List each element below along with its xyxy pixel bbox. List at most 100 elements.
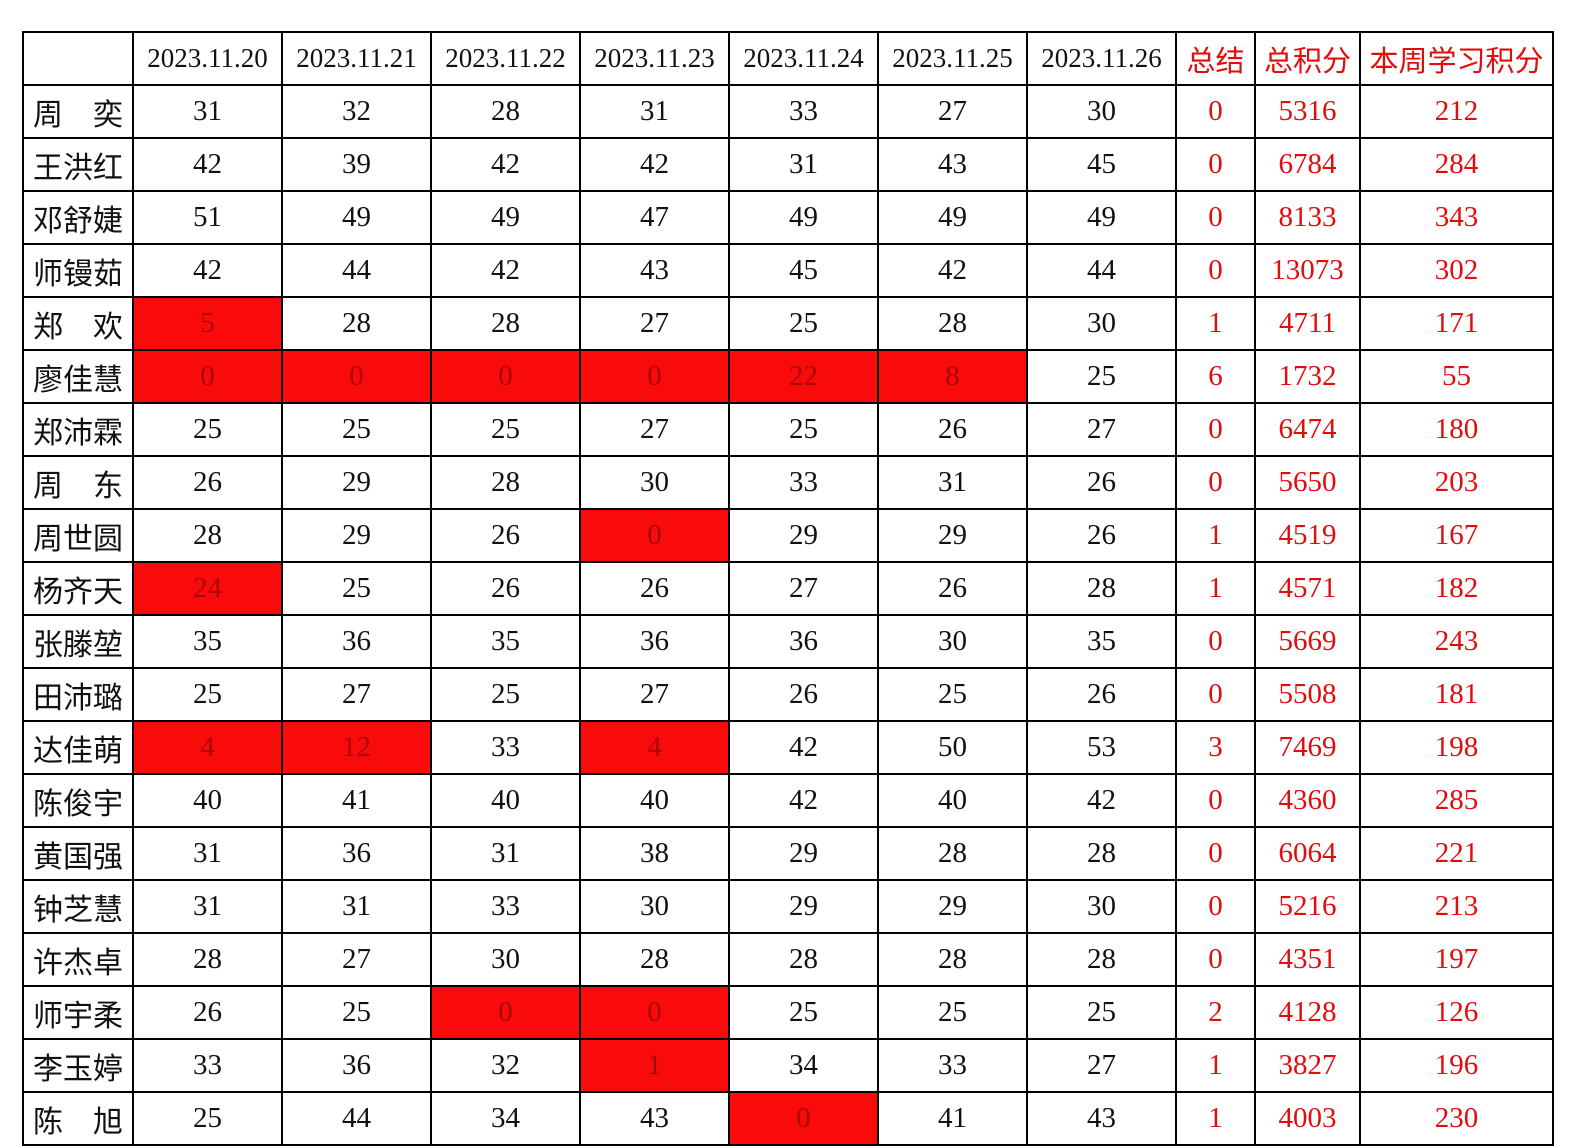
score-cell: 28 — [132, 932, 283, 987]
table-row: 达佳萌 4 12 33 4 42 50 53 3 7469 198 — [22, 720, 1554, 775]
highlighted-score-cell: 5 — [132, 296, 283, 351]
student-name: 杨齐天 — [22, 561, 134, 616]
score-cell: 26 — [728, 667, 879, 722]
score-cell: 42 — [728, 773, 879, 828]
table-row: 陈俊宇 40 41 40 40 42 40 42 0 4360 285 — [22, 773, 1554, 828]
student-name: 陈 旭 — [22, 1091, 134, 1146]
score-cell: 26 — [1026, 455, 1177, 510]
score-cell: 28 — [728, 932, 879, 987]
score-cell: 53 — [1026, 720, 1177, 775]
score-cell: 26 — [877, 402, 1028, 457]
student-name: 张滕堃 — [22, 614, 134, 669]
total-points-cell: 6474 — [1254, 402, 1361, 457]
week-points-cell: 167 — [1359, 508, 1554, 563]
score-cell: 42 — [430, 137, 581, 192]
total-points-header: 总积分 — [1254, 31, 1361, 86]
score-cell: 25 — [877, 985, 1028, 1040]
score-cell: 28 — [430, 84, 581, 139]
total-points-cell: 5316 — [1254, 84, 1361, 139]
score-cell: 31 — [579, 84, 730, 139]
weekly-score-table: 2023.11.20 2023.11.21 2023.11.22 2023.11.23… — [22, 31, 1554, 1146]
score-cell: 30 — [1026, 84, 1177, 139]
week-points-cell: 212 — [1359, 84, 1554, 139]
summary-count-cell: 3 — [1175, 720, 1256, 775]
total-points-cell: 4711 — [1254, 296, 1361, 351]
header-row: 2023.11.20 2023.11.21 2023.11.22 2023.11.23… — [22, 31, 1554, 86]
summary-count-cell: 1 — [1175, 1038, 1256, 1093]
table-row: 陈 旭 25 44 34 43 0 41 43 1 4003 230 — [22, 1091, 1554, 1146]
total-points-cell: 4519 — [1254, 508, 1361, 563]
score-cell: 47 — [579, 190, 730, 245]
score-cell: 25 — [281, 985, 432, 1040]
week-points-cell: 180 — [1359, 402, 1554, 457]
score-cell: 27 — [579, 402, 730, 457]
summary-count-cell: 0 — [1175, 667, 1256, 722]
score-cell: 26 — [430, 508, 581, 563]
student-name: 钟芝慧 — [22, 879, 134, 934]
score-cell: 42 — [1026, 773, 1177, 828]
score-cell: 28 — [877, 826, 1028, 881]
week-points-cell: 196 — [1359, 1038, 1554, 1093]
score-cell: 31 — [132, 84, 283, 139]
week-study-points-header: 本周学习积分 — [1359, 31, 1554, 86]
table-row: 郑 欢 5 28 28 27 25 28 30 1 4711 171 — [22, 296, 1554, 351]
score-cell: 45 — [728, 243, 879, 298]
score-cell: 31 — [430, 826, 581, 881]
score-cell: 26 — [132, 455, 283, 510]
score-cell: 33 — [728, 455, 879, 510]
score-cell: 44 — [281, 243, 432, 298]
score-cell: 33 — [132, 1038, 283, 1093]
score-cell: 27 — [728, 561, 879, 616]
student-name: 王洪红 — [22, 137, 134, 192]
score-cell: 25 — [132, 1091, 283, 1146]
score-cell: 28 — [132, 508, 283, 563]
score-cell: 32 — [281, 84, 432, 139]
student-name: 许杰卓 — [22, 932, 134, 987]
score-cell: 25 — [877, 667, 1028, 722]
score-cell: 31 — [132, 879, 283, 934]
week-points-cell: 243 — [1359, 614, 1554, 669]
table-row: 田沛璐 25 27 25 27 26 25 26 0 5508 181 — [22, 667, 1554, 722]
score-cell: 27 — [579, 296, 730, 351]
score-cell: 51 — [132, 190, 283, 245]
total-points-cell: 4571 — [1254, 561, 1361, 616]
week-points-cell: 198 — [1359, 720, 1554, 775]
total-points-cell: 5216 — [1254, 879, 1361, 934]
score-cell: 49 — [281, 190, 432, 245]
date-header: 2023.11.26 — [1026, 31, 1177, 86]
student-name: 郑 欢 — [22, 296, 134, 351]
date-header: 2023.11.21 — [281, 31, 432, 86]
summary-count-cell: 0 — [1175, 455, 1256, 510]
score-cell: 33 — [430, 720, 581, 775]
student-name: 廖佳慧 — [22, 349, 134, 404]
score-cell: 36 — [281, 826, 432, 881]
summary-count-cell: 1 — [1175, 296, 1256, 351]
score-cell: 29 — [728, 826, 879, 881]
score-cell: 40 — [579, 773, 730, 828]
score-cell: 49 — [877, 190, 1028, 245]
score-cell: 26 — [1026, 667, 1177, 722]
score-cell: 28 — [430, 455, 581, 510]
summary-count-cell: 1 — [1175, 561, 1256, 616]
score-cell: 40 — [132, 773, 283, 828]
table-row: 黄国强 31 36 31 38 29 28 28 0 6064 221 — [22, 826, 1554, 881]
week-points-cell: 230 — [1359, 1091, 1554, 1146]
student-name: 黄国强 — [22, 826, 134, 881]
highlighted-score-cell: 0 — [579, 508, 730, 563]
score-cell: 36 — [728, 614, 879, 669]
score-cell: 43 — [579, 243, 730, 298]
highlighted-score-cell: 24 — [132, 561, 283, 616]
week-points-cell: 221 — [1359, 826, 1554, 881]
date-header: 2023.11.23 — [579, 31, 730, 86]
highlighted-score-cell: 0 — [728, 1091, 879, 1146]
table-row: 郑沛霖 25 25 25 27 25 26 27 0 6474 180 — [22, 402, 1554, 457]
score-cell: 35 — [1026, 614, 1177, 669]
score-cell: 25 — [132, 402, 283, 457]
score-cell: 25 — [728, 985, 879, 1040]
score-cell: 25 — [281, 561, 432, 616]
week-points-cell: 55 — [1359, 349, 1554, 404]
summary-count-cell: 0 — [1175, 773, 1256, 828]
score-cell: 36 — [281, 614, 432, 669]
score-cell: 34 — [728, 1038, 879, 1093]
score-cell: 36 — [579, 614, 730, 669]
